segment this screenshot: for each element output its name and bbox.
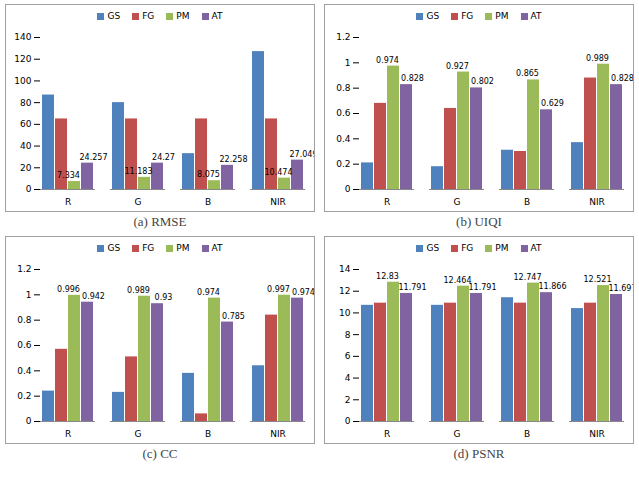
svg-text:10: 10 (339, 308, 351, 318)
svg-text:B: B (205, 197, 211, 207)
html-text:FG: FG (461, 243, 474, 253)
svg-text:12.83: 12.83 (376, 272, 399, 281)
svg-text:0.629: 0.629 (541, 99, 564, 108)
svg-text:60: 60 (20, 119, 32, 129)
svg-text:80: 80 (20, 98, 32, 108)
svg-text:11.866: 11.866 (539, 282, 567, 291)
svg-text:0.802: 0.802 (471, 77, 494, 86)
svg-text:1.2: 1.2 (17, 264, 31, 274)
svg-text:0.4: 0.4 (336, 134, 351, 144)
svg-text:G: G (454, 429, 461, 439)
html-text:PM: PM (495, 243, 509, 253)
svg-text:G: G (454, 197, 461, 207)
svg-text:1.2: 1.2 (336, 32, 350, 42)
html-text:GS: GS (426, 243, 440, 253)
html-text:(d) PSNR: (d) PSNR (453, 446, 505, 461)
svg-text:11.791: 11.791 (399, 283, 427, 292)
svg-text:0.785: 0.785 (222, 312, 245, 321)
svg-text:G: G (135, 197, 142, 207)
svg-text:12.521: 12.521 (584, 275, 612, 284)
svg-text:0.8: 0.8 (336, 83, 351, 93)
svg-text:11.183: 11.183 (125, 167, 153, 176)
svg-text:0: 0 (26, 416, 32, 426)
svg-text:0: 0 (345, 416, 351, 426)
svg-text:NIR: NIR (589, 197, 605, 207)
svg-text:B: B (205, 429, 211, 439)
svg-text:0: 0 (345, 184, 351, 194)
html-text:AT: AT (530, 11, 542, 21)
svg-text:NIR: NIR (270, 429, 286, 439)
svg-text:0.989: 0.989 (586, 54, 609, 63)
svg-text:0.974: 0.974 (197, 288, 220, 297)
svg-text:24.27: 24.27 (152, 153, 175, 162)
html-text:FG: FG (461, 11, 474, 21)
svg-text:8.075: 8.075 (197, 170, 220, 179)
html-text:GS: GS (426, 11, 440, 21)
svg-text:0.865: 0.865 (516, 69, 539, 78)
svg-text:11.791: 11.791 (469, 283, 497, 292)
svg-text:0.4: 0.4 (17, 366, 32, 376)
svg-text:R: R (65, 197, 71, 207)
html-text:AT: AT (211, 11, 223, 21)
svg-text:14: 14 (339, 264, 351, 274)
svg-text:24.257: 24.257 (80, 153, 108, 162)
svg-text:0.2: 0.2 (336, 159, 350, 169)
svg-text:0: 0 (26, 184, 32, 194)
svg-text:1: 1 (26, 290, 32, 300)
svg-text:4: 4 (345, 373, 351, 383)
svg-text:1: 1 (345, 58, 351, 68)
svg-text:NIR: NIR (589, 429, 605, 439)
svg-text:12: 12 (339, 286, 350, 296)
svg-text:120: 120 (14, 54, 31, 64)
html-text:(b) UIQI: (b) UIQI (456, 214, 502, 229)
svg-text:0.974: 0.974 (292, 288, 314, 297)
svg-text:0.93: 0.93 (155, 293, 173, 302)
html-text:AT: AT (211, 243, 223, 253)
html-text:PM: PM (495, 11, 509, 21)
html-text:FG: FG (142, 11, 155, 21)
svg-text:20: 20 (20, 163, 32, 173)
svg-text:0.2: 0.2 (17, 391, 31, 401)
svg-text:0.6: 0.6 (17, 340, 32, 350)
svg-text:8: 8 (345, 330, 351, 340)
svg-text:6: 6 (345, 351, 351, 361)
html-text:GS: GS (107, 243, 121, 253)
svg-text:R: R (65, 429, 71, 439)
html-text:PM: PM (176, 11, 190, 21)
svg-text:140: 140 (14, 32, 31, 42)
html-text:(c) CC: (c) CC (142, 446, 178, 461)
svg-text:G: G (135, 429, 142, 439)
svg-text:0.942: 0.942 (82, 292, 105, 301)
svg-text:0.828: 0.828 (611, 74, 633, 83)
html-text:(a) RMSE: (a) RMSE (133, 214, 187, 229)
svg-text:12.747: 12.747 (514, 273, 542, 282)
html-text:FG: FG (142, 243, 155, 253)
svg-text:0.996: 0.996 (57, 285, 80, 294)
html-text:GS: GS (107, 11, 121, 21)
svg-text:0.6: 0.6 (336, 108, 351, 118)
svg-text:7.334: 7.334 (57, 171, 80, 180)
svg-text:27.049: 27.049 (290, 150, 315, 159)
svg-text:B: B (524, 429, 530, 439)
svg-text:0.927: 0.927 (446, 62, 469, 71)
svg-text:10.474: 10.474 (265, 168, 293, 177)
svg-text:40: 40 (20, 141, 32, 151)
svg-text:0.8: 0.8 (17, 315, 32, 325)
svg-text:100: 100 (14, 76, 31, 86)
svg-text:R: R (384, 429, 390, 439)
svg-text:NIR: NIR (270, 197, 286, 207)
svg-text:12.464: 12.464 (444, 276, 472, 285)
svg-text:R: R (384, 197, 390, 207)
svg-text:B: B (524, 197, 530, 207)
svg-text:0.828: 0.828 (401, 74, 424, 83)
svg-text:0.997: 0.997 (267, 285, 290, 294)
svg-text:11.697: 11.697 (609, 284, 634, 293)
html-text:AT: AT (530, 243, 542, 253)
svg-text:22.258: 22.258 (220, 155, 248, 164)
svg-text:0.974: 0.974 (376, 56, 399, 65)
svg-text:0.989: 0.989 (127, 286, 150, 295)
svg-text:2: 2 (345, 395, 351, 405)
html-text:PM: PM (176, 243, 190, 253)
